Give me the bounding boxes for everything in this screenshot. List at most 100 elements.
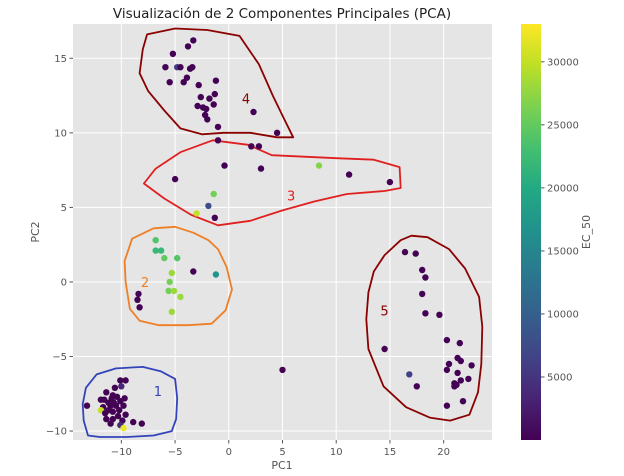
- data-point: [112, 402, 120, 409]
- data-point: [190, 268, 197, 275]
- data-point: [195, 81, 202, 89]
- cluster-label-2: 2: [141, 276, 149, 291]
- data-point: [152, 247, 159, 254]
- x-axis-label: PC1: [271, 459, 292, 472]
- data-point: [166, 278, 173, 286]
- data-point: [197, 93, 204, 101]
- colorbar: [521, 24, 541, 440]
- data-point: [214, 123, 222, 131]
- data-point: [443, 402, 451, 409]
- colorbar-ticks: 5000 10000 15000 20000 25000 30000: [541, 57, 579, 383]
- data-point: [194, 102, 201, 110]
- y-tick-label: 5: [61, 203, 67, 214]
- data-point: [102, 410, 109, 417]
- x-axis-ticks: −10 −5 0 5 10 15 20: [111, 440, 450, 458]
- colorbar-tick-label: 30000: [547, 57, 579, 68]
- data-point: [118, 383, 125, 390]
- data-point: [166, 79, 173, 86]
- x-tick-label: 0: [226, 447, 232, 458]
- data-point: [120, 402, 127, 409]
- data-point: [210, 190, 217, 198]
- data-point: [174, 254, 181, 262]
- data-point: [214, 137, 222, 144]
- x-tick-label: 15: [384, 447, 397, 458]
- data-point: [134, 296, 141, 303]
- data-point: [412, 250, 419, 257]
- data-point: [103, 389, 110, 396]
- data-point: [436, 311, 443, 318]
- data-point: [183, 74, 191, 81]
- data-point: [445, 360, 453, 368]
- data-point: [457, 377, 464, 384]
- data-point: [345, 171, 353, 178]
- data-point: [135, 290, 142, 298]
- cluster-label-1: 1: [154, 385, 162, 400]
- data-point: [279, 366, 286, 374]
- data-point: [419, 290, 426, 298]
- data-point: [180, 79, 187, 86]
- x-tick-label: −10: [111, 447, 132, 458]
- data-point: [130, 418, 137, 426]
- cluster-outline-5: [365, 234, 484, 422]
- data-point: [457, 357, 464, 365]
- chart-title: Visualización de 2 Componentes Principal…: [113, 6, 451, 22]
- data-point: [203, 105, 210, 113]
- data-point: [113, 393, 121, 400]
- y-axis-ticks: −10 −5 0 5 10 15: [46, 54, 73, 438]
- colorbar-tick-label: 15000: [547, 246, 579, 257]
- data-point: [190, 37, 197, 44]
- data-point: [177, 63, 184, 71]
- data-point: [162, 63, 169, 71]
- data-point: [107, 420, 114, 427]
- data-point: [205, 202, 212, 210]
- data-point: [422, 274, 429, 281]
- data-point: [152, 237, 159, 244]
- cluster-label-4: 4: [242, 93, 250, 108]
- data-point: [443, 336, 451, 344]
- data-point: [171, 175, 179, 183]
- data-point: [221, 162, 228, 169]
- data-point: [255, 143, 263, 150]
- data-point: [83, 402, 91, 409]
- data-point: [454, 369, 461, 377]
- cluster-outline-4: [138, 27, 295, 139]
- y-tick-label: 0: [61, 277, 67, 288]
- data-point: [136, 304, 143, 311]
- data-point: [170, 287, 178, 295]
- data-point: [116, 407, 123, 414]
- cluster-label-5: 5: [380, 304, 388, 319]
- data-point: [465, 375, 472, 383]
- colorbar-label: EC_50: [580, 215, 593, 249]
- data-point: [451, 383, 458, 390]
- data-point: [184, 43, 192, 50]
- data-point: [109, 408, 117, 415]
- data-point: [117, 398, 124, 405]
- colorbar-tick-label: 5000: [547, 372, 572, 383]
- data-point: [413, 383, 420, 390]
- data-point: [193, 210, 200, 217]
- data-point: [250, 108, 257, 116]
- data-point: [168, 308, 175, 315]
- data-point: [248, 143, 255, 150]
- data-point: [206, 95, 213, 102]
- data-point: [257, 165, 265, 172]
- data-point: [468, 362, 475, 369]
- data-point: [122, 377, 129, 384]
- data-point: [138, 420, 145, 427]
- data-point: [122, 411, 129, 418]
- cluster-labels: 1 2 3 4 5: [141, 93, 389, 400]
- data-point: [422, 310, 429, 317]
- data-point: [443, 366, 451, 374]
- data-point: [189, 63, 196, 71]
- y-axis-label: PC2: [29, 221, 42, 242]
- colorbar-tick-label: 10000: [547, 309, 579, 320]
- data-point: [117, 377, 124, 384]
- data-point: [177, 293, 184, 301]
- data-point: [204, 116, 211, 123]
- data-point: [114, 412, 122, 420]
- data-point: [211, 214, 218, 221]
- colorbar-tick-label: 20000: [547, 183, 579, 194]
- data-point: [165, 287, 172, 295]
- y-tick-label: −10: [46, 427, 67, 438]
